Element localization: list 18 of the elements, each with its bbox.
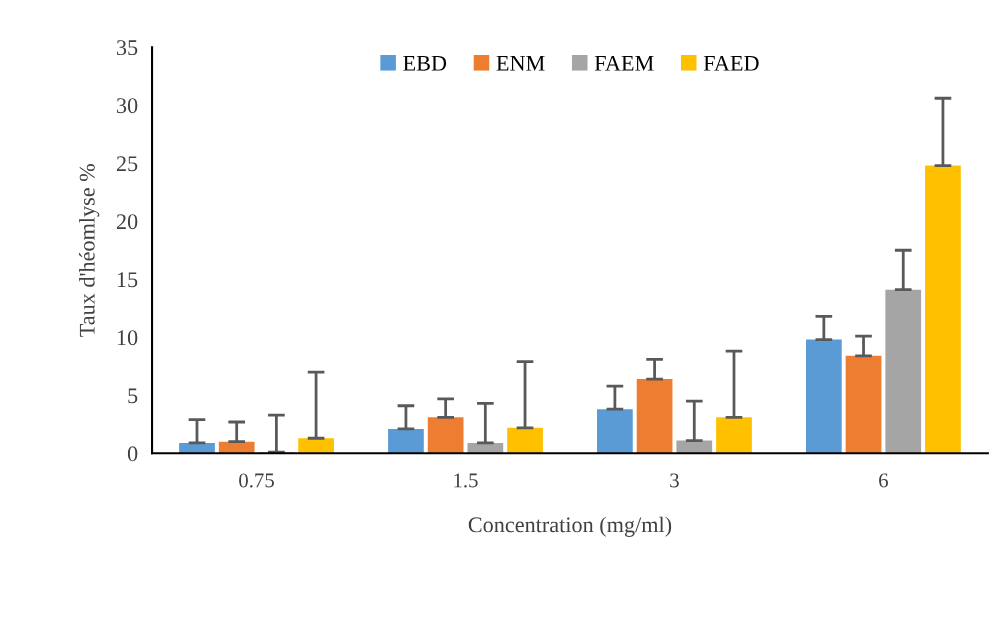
y-tick-label: 15	[117, 272, 138, 288]
y-tick-label: 25	[116, 156, 138, 172]
y-tick-label: 35	[117, 40, 138, 56]
x-axis-title: Concentration (mg/ml)	[468, 516, 672, 537]
x-tick-label: 3	[670, 473, 679, 488]
y-tick-label: 10	[117, 330, 138, 346]
legend-label: FAEM	[594, 55, 654, 71]
x-tick-label: 1.5	[454, 473, 478, 488]
x-tick-label: 6	[879, 473, 888, 488]
y-tick-label: 30	[117, 98, 138, 114]
x-tick-label: 0.75	[239, 473, 274, 488]
y-tick-label: 0	[127, 446, 138, 462]
y-axis-title: Taux d'héomlyse %	[79, 164, 100, 337]
legend-label: EBD	[403, 56, 447, 71]
y-tick-label: 20	[116, 214, 138, 230]
y-tick-label: 5	[128, 388, 138, 404]
legend-label: FAED	[703, 55, 759, 71]
legend-label: ENM	[496, 56, 545, 71]
